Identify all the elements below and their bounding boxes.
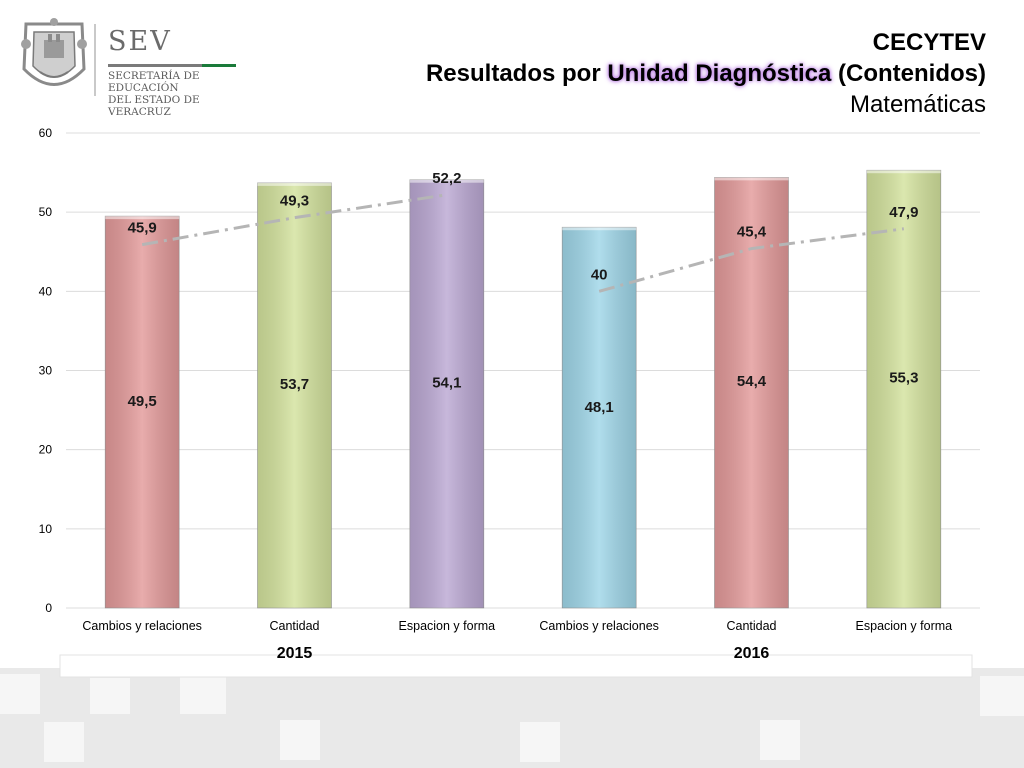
slide-title: CECYTEV Resultados por Unidad Diagnóstic… — [426, 28, 986, 120]
y-tick-label: 30 — [39, 364, 53, 378]
y-tick-label: 40 — [39, 284, 53, 298]
sev-subtitle-line1: SECRETARÍA DE EDUCACIÓN — [108, 70, 200, 94]
bar-sheen — [714, 177, 789, 609]
logo-divider — [94, 24, 96, 96]
bar-sheen — [562, 227, 637, 609]
bar-value-label: 48,1 — [585, 399, 614, 416]
bar-value-label: 49,5 — [128, 393, 157, 410]
sev-logo: SEV SECRETARÍA DE EDUCACIÓN DEL ESTADO D… — [14, 14, 254, 118]
x-tick-label: Cambios y relaciones — [539, 619, 659, 633]
sev-subtitle: SECRETARÍA DE EDUCACIÓN DEL ESTADO DE VE… — [108, 70, 248, 118]
bar-sheen — [105, 216, 180, 608]
group-label: 2015 — [277, 645, 313, 662]
line-point-label: 40 — [591, 266, 608, 283]
chart-base-frame — [59, 654, 973, 678]
bar-sheen — [409, 179, 484, 609]
y-tick-label: 20 — [39, 443, 53, 457]
series-line — [141, 193, 448, 247]
line-point-label: 49,3 — [280, 193, 309, 210]
bar-sheen — [866, 170, 941, 609]
line-point-label: 47,9 — [889, 204, 918, 221]
bar-top-highlight — [562, 227, 637, 231]
x-tick-label: Espacion y forma — [856, 619, 953, 633]
line-point-label: 52,2 — [432, 170, 461, 187]
bar-top-highlight — [409, 179, 484, 183]
bar-value-label: 53,7 — [280, 376, 309, 393]
x-tick-label: Espacion y forma — [399, 619, 496, 633]
bar-top-highlight — [257, 182, 332, 186]
title-line2-highlight: Unidad Diagnóstica — [607, 60, 832, 87]
sev-wordmark: SEV SECRETARÍA DE EDUCACIÓN DEL ESTADO D… — [108, 26, 236, 118]
title-line1: CECYTEV — [872, 29, 986, 56]
bar-sheen — [257, 182, 332, 608]
y-tick-label: 10 — [39, 522, 53, 536]
group-label: 2016 — [734, 645, 770, 662]
veracruz-shield-icon — [21, 18, 87, 86]
bar-value-label: 55,3 — [889, 369, 918, 386]
series-line — [598, 227, 905, 293]
bar-top-highlight — [105, 216, 180, 220]
sev-divider — [108, 64, 236, 67]
bar-top-highlight — [866, 170, 941, 174]
footer-decoration — [0, 668, 1024, 768]
title-line2-pre: Resultados por — [425, 60, 608, 87]
x-tick-label: Cambios y relaciones — [82, 619, 202, 633]
x-tick-label: Cantidad — [269, 619, 319, 633]
y-tick-label: 50 — [39, 205, 53, 219]
bar-top-highlight — [714, 177, 789, 181]
x-tick-label: Cantidad — [726, 619, 776, 633]
title-line2-post: (Contenidos) — [831, 60, 986, 87]
bar-value-label: 54,4 — [737, 373, 767, 390]
bar-chart: 0 10 20 30 40 50 60 49,5 Cambios y relaciones 53… — [39, 126, 980, 678]
line-point-label: 45,4 — [737, 224, 767, 241]
bar-value-label: 54,1 — [432, 374, 461, 391]
title-line2: Resultados por Unidad Diagnóstica (Conte… — [426, 58, 986, 90]
line-point-label: 45,9 — [128, 220, 157, 237]
title-line3: Matemáticas — [849, 91, 986, 118]
y-tick-label: 60 — [39, 126, 53, 140]
sev-title: SEV — [108, 26, 172, 57]
y-tick-label: 0 — [45, 601, 52, 615]
sev-subtitle-line2: DEL ESTADO DE VERACRUZ — [108, 94, 200, 118]
